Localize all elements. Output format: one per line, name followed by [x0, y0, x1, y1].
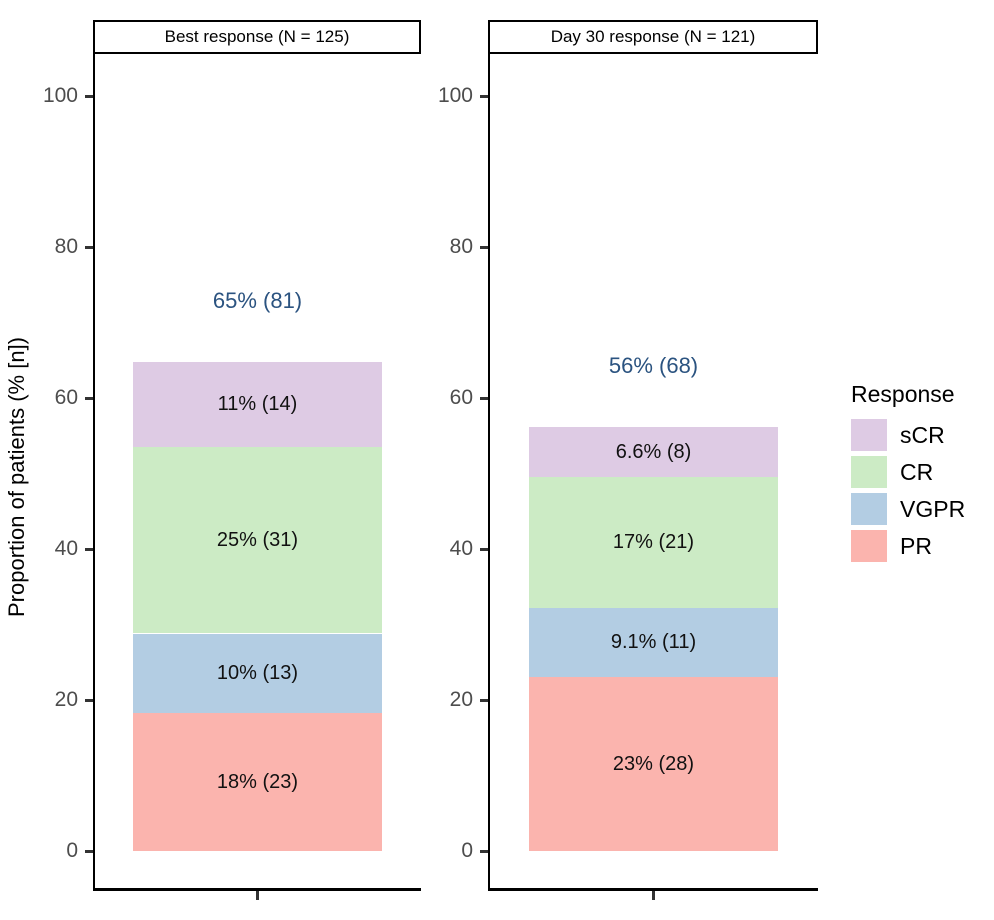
facet-strip-title: Best response (N = 125) — [93, 20, 421, 54]
y-axis-tick-label: 100 — [42, 84, 78, 107]
legend-key-vgpr — [851, 493, 887, 525]
y-axis-tick — [480, 850, 488, 853]
bar-segment-label: 18% (23) — [216, 771, 299, 793]
x-axis-line — [93, 888, 421, 891]
y-axis-tick-label: 60 — [54, 386, 78, 409]
bar-segment-pr — [133, 712, 382, 851]
y-axis-tick-label: 40 — [449, 537, 473, 560]
y-axis-tick — [480, 548, 488, 551]
bar-total-label: 65% (81) — [212, 288, 303, 313]
bar-segment-label: 10% (13) — [216, 662, 299, 684]
y-axis-tick-label: 0 — [461, 839, 473, 862]
x-axis-tick — [256, 891, 259, 900]
bar-segment-label: 9.1% (11) — [610, 631, 697, 653]
bar-segment-label: 11% (14) — [217, 393, 298, 415]
bar-segment-pr — [529, 677, 778, 851]
y-axis-tick — [85, 548, 93, 551]
bar-segment-label: 25% (31) — [216, 529, 299, 551]
bar-segment-scr — [133, 362, 382, 447]
bar-segment-label: 6.6% (8) — [615, 441, 692, 463]
legend-label-cr: CR — [900, 459, 934, 485]
bar-total-label: 56% (68) — [608, 353, 699, 378]
bar-segment-vgpr — [529, 608, 778, 677]
y-axis-tick — [480, 699, 488, 702]
legend-label-scr: sCR — [900, 422, 945, 448]
y-axis-tick-label: 20 — [449, 688, 473, 711]
bar-segment-vgpr — [133, 634, 382, 713]
y-axis-tick — [85, 850, 93, 853]
bar-segment-scr — [529, 427, 778, 477]
y-axis-tick — [480, 95, 488, 98]
legend-key-cr — [851, 456, 887, 488]
y-axis-tick-label: 0 — [66, 839, 78, 862]
y-axis-tick-label: 40 — [54, 537, 78, 560]
bar-segment-label: 23% (28) — [612, 753, 695, 775]
y-axis-line — [488, 54, 490, 891]
legend-key-scr — [851, 419, 887, 451]
y-axis-tick-label: 80 — [54, 235, 78, 258]
legend-label-vgpr: VGPR — [900, 496, 966, 522]
y-axis-tick-label: 80 — [449, 235, 473, 258]
bar-segment-cr — [133, 446, 382, 633]
y-axis-tick — [480, 246, 488, 249]
x-axis-tick — [652, 891, 655, 900]
y-axis-tick — [85, 699, 93, 702]
y-axis-tick-label: 20 — [54, 688, 78, 711]
y-axis-title: Proportion of patients (% [n]) — [4, 336, 29, 618]
legend-title: Response — [851, 381, 955, 407]
x-axis-line — [488, 888, 818, 891]
y-axis-tick — [480, 397, 488, 400]
bar-segment-label: 17% (21) — [612, 531, 695, 553]
y-axis-tick-label: 60 — [449, 386, 473, 409]
y-axis-line — [93, 54, 95, 891]
legend-key-pr — [851, 530, 887, 562]
y-axis-tick — [85, 246, 93, 249]
y-axis-tick-label: 100 — [437, 84, 473, 107]
legend-label-pr: PR — [900, 533, 932, 559]
y-axis-tick — [85, 397, 93, 400]
y-axis-tick — [85, 95, 93, 98]
facet-strip-title: Day 30 response (N = 121) — [488, 20, 818, 54]
bar-segment-cr — [529, 477, 778, 608]
